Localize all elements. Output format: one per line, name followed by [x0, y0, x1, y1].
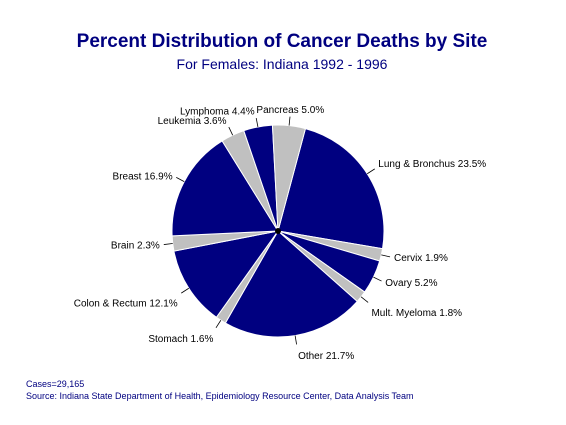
slice-label-lung-and-bronchus: Lung & Bronchus 23.5% [378, 159, 486, 170]
slice-label-other: Other 21.7% [298, 351, 354, 362]
chart-subtitle: For Females: Indiana 1992 - 1996 [177, 56, 388, 72]
pie-center [275, 228, 281, 234]
chart-title: Percent Distribution of Cancer Deaths by… [77, 31, 488, 52]
pie-slice-colon-and-rectum [173, 230, 280, 318]
slice-label-colon-and-rectum: Colon & Rectum 12.1% [74, 298, 178, 309]
leader-line-stomach [215, 320, 222, 329]
slice-labels: Lung & Bronchus 23.5% Cervix 1.9% Ovary 5.… [74, 105, 487, 362]
pie-slice-lung-and-bronchus [277, 127, 385, 250]
leader-line-breast [176, 177, 185, 182]
leader-line-mult-myeloma [360, 296, 369, 303]
source-note: Source: Indiana State Department of Heal… [26, 391, 414, 401]
pie-slices [171, 124, 385, 338]
leader-line-lung-and-bronchus [366, 168, 375, 175]
leader-lines [163, 116, 391, 345]
slice-label-stomach: Stomach 1.6% [148, 334, 213, 345]
leader-line-ovary [373, 276, 382, 282]
cases-note: Cases=29,165 [26, 379, 84, 389]
leader-line-lymphoma [255, 118, 259, 127]
pie-slice-pancreas [271, 124, 307, 232]
leader-line-other [294, 335, 297, 345]
slice-label-pancreas: Pancreas 5.0% [256, 105, 324, 116]
slice-label-ovary: Ovary 5.2% [385, 278, 437, 289]
leader-line-pancreas [288, 116, 291, 126]
leader-line-cervix [381, 254, 391, 258]
pie-slice-other [224, 230, 358, 338]
slice-label-breast: Breast 16.9% [113, 172, 173, 183]
leader-line-brain [163, 243, 173, 245]
slice-label-mult-myeloma: Mult. Myeloma 1.8% [371, 308, 462, 319]
leader-line-leukemia [228, 126, 234, 136]
slice-label-brain: Brain 2.3% [111, 240, 160, 251]
slice-label-lymphoma: Lymphoma 4.4% [180, 107, 255, 118]
slice-label-cervix: Cervix 1.9% [394, 253, 448, 264]
slice-label-leukemia: Leukemia 3.6% [158, 116, 227, 127]
leader-line-colon-and-rectum [181, 287, 190, 294]
